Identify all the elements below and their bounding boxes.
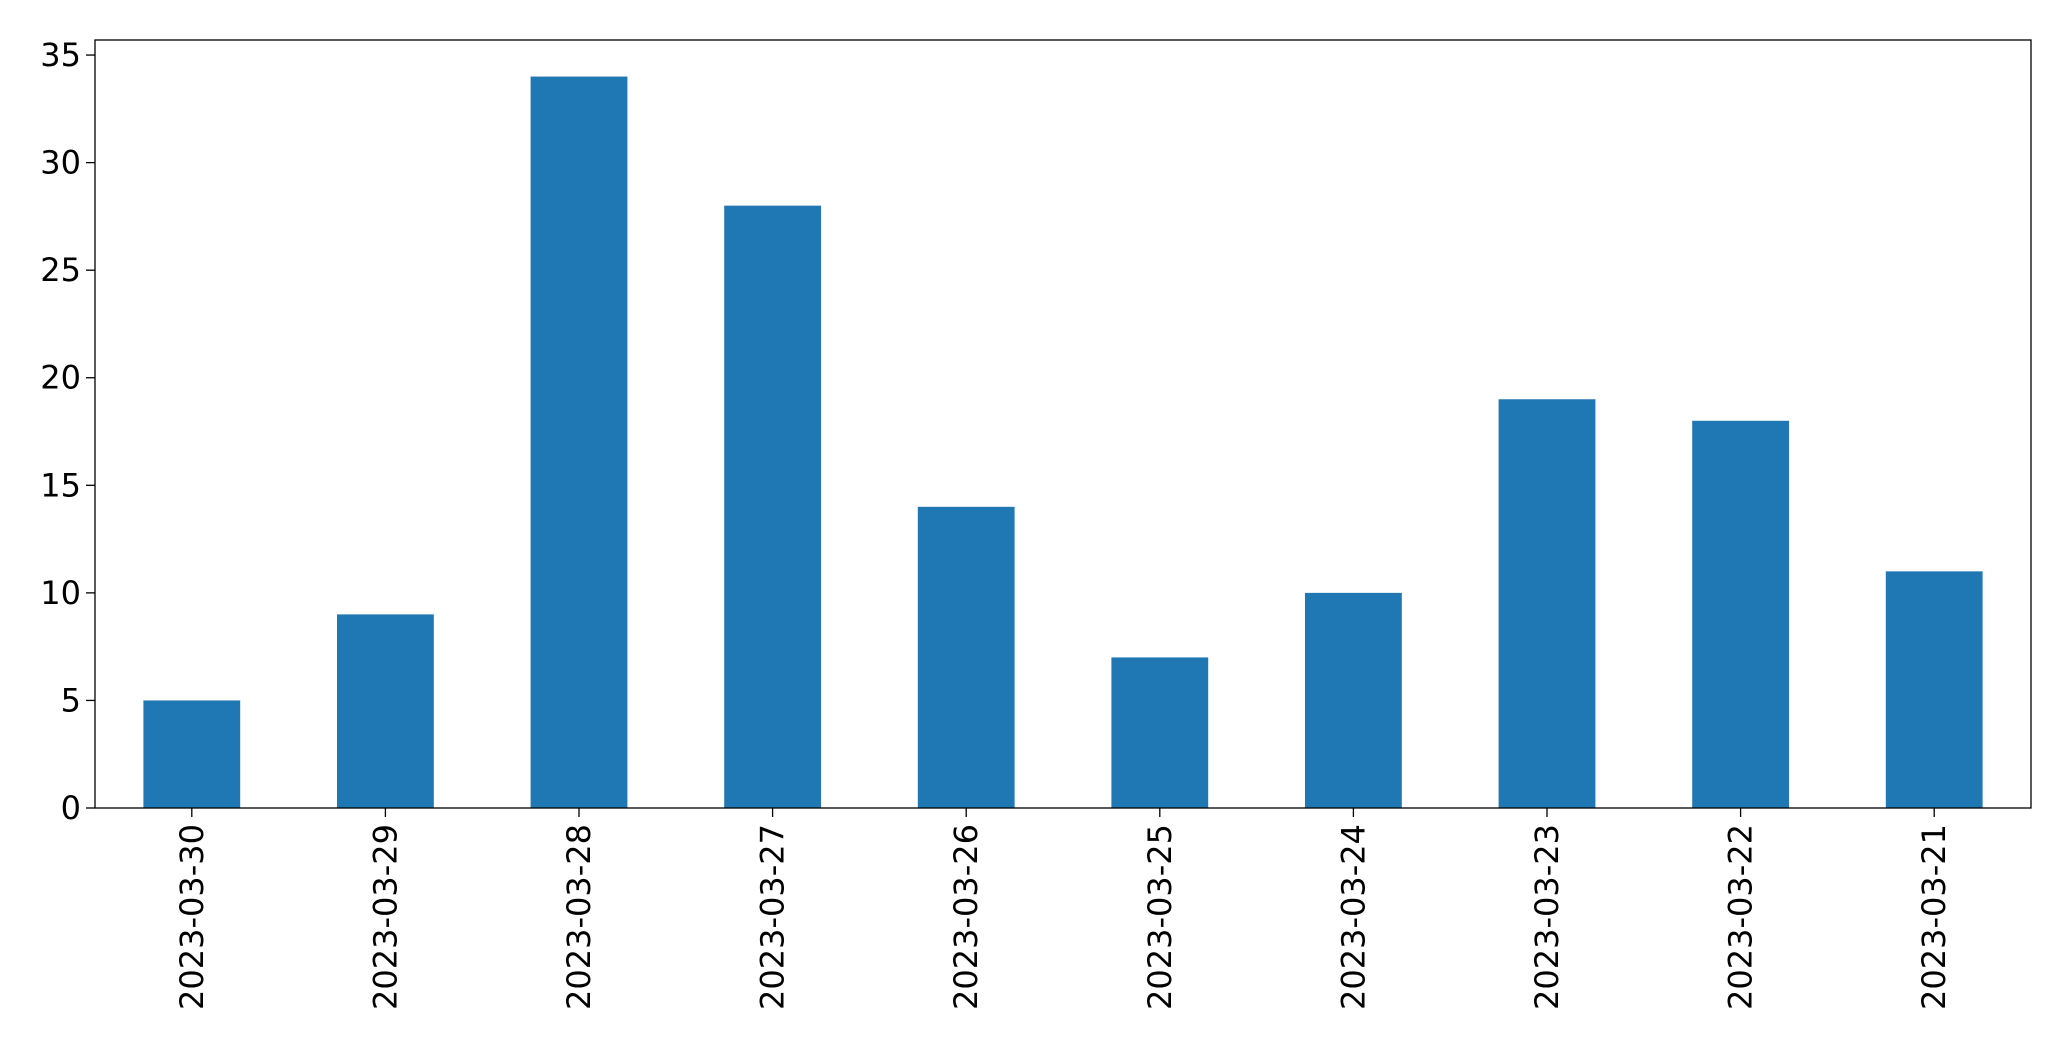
x-tick-label: 2023-03-29 [366,824,404,1010]
x-tick-label: 2023-03-27 [754,824,792,1010]
bar [143,700,241,808]
bar [1692,420,1789,808]
x-tick-label: 2023-03-28 [560,824,598,1010]
x-tick-label: 2023-03-23 [1528,824,1566,1010]
y-tick-label: 0 [61,789,81,827]
y-tick-label: 5 [61,681,81,719]
x-tick-label: 2023-03-22 [1722,824,1760,1010]
bar [1111,657,1209,808]
x-tick-label: 2023-03-30 [173,824,211,1010]
y-tick-label: 10 [40,574,81,612]
bar [337,614,434,808]
bar [1885,571,1983,808]
bar [724,205,821,808]
bar [1498,399,1596,808]
plot-frame [94,39,2032,809]
y-tick-label: 20 [40,359,81,397]
bar [1305,592,1402,808]
x-tick-label: 2023-03-24 [1334,824,1372,1010]
bar [530,76,628,809]
x-tick-label: 2023-03-21 [1915,824,1953,1010]
y-tick-label: 35 [40,36,81,74]
y-tick-label: 25 [40,251,81,289]
y-tick-label: 15 [40,466,81,504]
x-tick-label: 2023-03-26 [947,824,985,1010]
x-tick-label: 2023-03-25 [1141,824,1179,1010]
y-tick-label: 30 [40,144,81,182]
bar [917,506,1015,808]
